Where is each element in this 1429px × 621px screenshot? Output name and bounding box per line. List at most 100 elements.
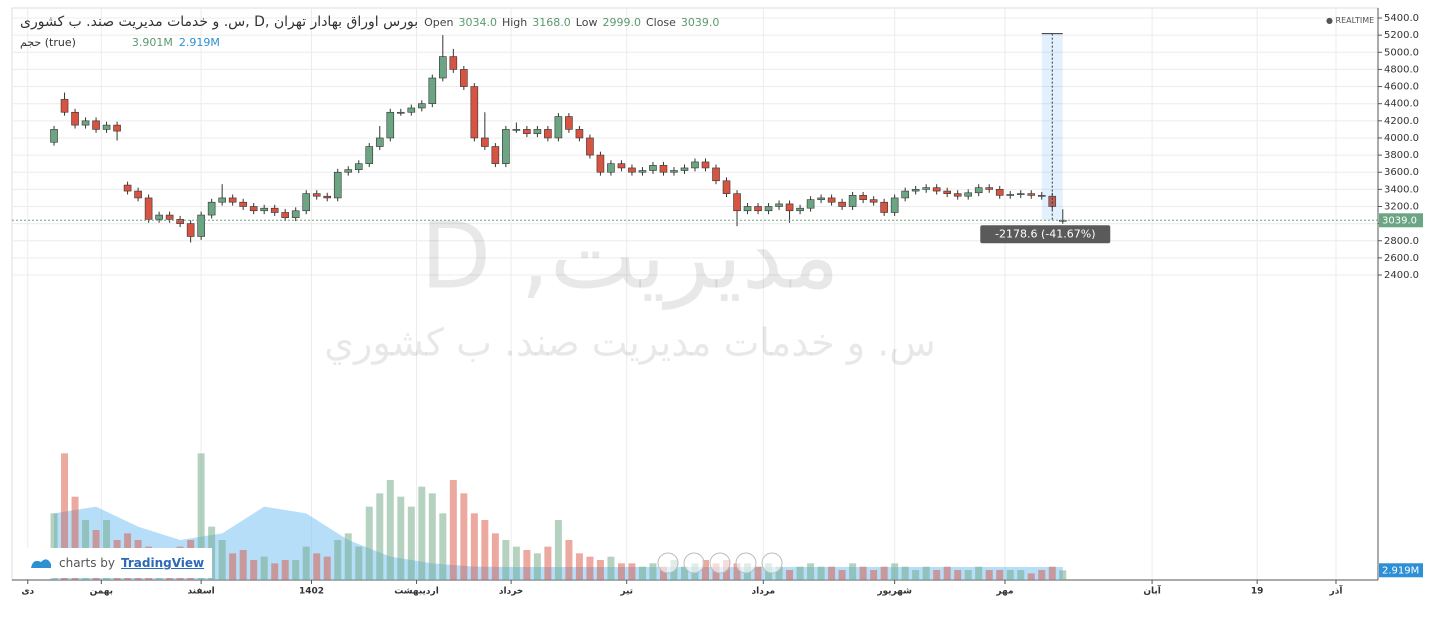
candle-body [670, 170, 678, 173]
volume-bar [817, 566, 825, 580]
candle-body [344, 169, 353, 173]
volume-bar [733, 563, 741, 580]
volume-bar [702, 560, 710, 580]
scroll-button[interactable] [761, 552, 783, 574]
candle-body [712, 167, 720, 182]
candle-body [722, 180, 731, 194]
candle-body [680, 167, 689, 171]
candle-body [932, 187, 941, 192]
x-tick-label: بهمن [90, 587, 113, 597]
y-tick-label: 4400.0 [1384, 99, 1419, 110]
volume-bar [870, 570, 878, 580]
candle-body [953, 193, 962, 197]
volume-bar [565, 540, 573, 580]
brand-prefix: charts by [59, 556, 115, 570]
candle-body [817, 197, 825, 200]
volume-bar [638, 566, 646, 580]
ohlc-key: Close [645, 15, 676, 29]
candle-body [470, 86, 479, 139]
candle-body [995, 189, 1004, 196]
candle-body [333, 171, 342, 199]
candle-body [607, 163, 615, 173]
candle-body [417, 103, 426, 109]
scroll-button[interactable] [657, 552, 679, 574]
volume-bar [1017, 570, 1025, 580]
volume-bar [449, 480, 457, 580]
volume-bar [628, 563, 636, 580]
candle-body [197, 214, 205, 237]
candle-body [922, 187, 930, 190]
candle-body [291, 210, 300, 218]
candle-body [1027, 193, 1036, 196]
volume-bar [838, 570, 846, 580]
scroll-button[interactable] [735, 552, 757, 574]
candle-body [565, 116, 573, 130]
ohlc-legend: Open 3034.0 High 3168.0 Low 2999.0 Close 3039.0 [424, 16, 719, 29]
header: بورس اوراق بهادار تهران ,D ,س. و خدمات م… [20, 14, 719, 30]
volume-bar [250, 560, 258, 580]
candle-body [848, 195, 857, 207]
candle-body [911, 189, 920, 192]
candle-body [176, 219, 184, 224]
candle-body [302, 193, 311, 212]
y-tick-label: 5400.0 [1384, 13, 1419, 24]
volume-bar [807, 563, 815, 580]
candle-body [943, 190, 951, 194]
branding[interactable]: charts by TradingView [15, 548, 212, 578]
candle-body [270, 207, 279, 213]
volume-bar [1038, 570, 1046, 580]
volume-bar [218, 540, 226, 580]
volume-bar [754, 566, 762, 580]
volume-bar [397, 496, 405, 580]
volume-bar [828, 566, 836, 580]
last-volume-tag [1379, 563, 1423, 578]
candle-body [407, 107, 416, 113]
candle-body [775, 203, 783, 207]
volume-bar [659, 566, 667, 580]
y-tick-label: 3600.0 [1384, 167, 1419, 178]
candle-body [481, 137, 489, 147]
candle-body [596, 154, 605, 173]
ohlc-key: High [501, 15, 528, 29]
volume-bar [470, 513, 478, 580]
volume-bar [50, 513, 58, 580]
x-tick-label: 1402 [299, 587, 324, 597]
candle-body [701, 161, 710, 169]
candle-body [428, 77, 437, 104]
brand-name[interactable]: TradingView [120, 556, 205, 570]
candle-body [743, 206, 752, 212]
candle-body [964, 192, 973, 197]
volume-bar [71, 496, 79, 580]
volume-bar [386, 480, 394, 580]
measure-box [980, 225, 1111, 244]
volume-bar [355, 546, 363, 580]
candle-body [806, 199, 815, 209]
candle-body [827, 197, 836, 203]
candle-body [1006, 194, 1015, 196]
candle-body [1037, 195, 1046, 197]
scroll-button[interactable] [683, 552, 705, 574]
volume-bar [1006, 570, 1014, 580]
volume-bar [439, 513, 447, 580]
volume-bar [617, 563, 625, 580]
volume-bar [964, 570, 972, 580]
ohlc-value: 3034.0 [458, 15, 497, 29]
volume-bar [901, 566, 909, 580]
last-price-label: 3039.0 [1382, 215, 1417, 226]
ohlc-value: 3168.0 [532, 15, 571, 29]
candle-body [659, 165, 668, 173]
volume-bar [1048, 566, 1056, 580]
y-tick-label: 2800.0 [1384, 236, 1419, 247]
scroll-button[interactable] [709, 552, 731, 574]
volume-bar [281, 560, 289, 580]
volume-bar [985, 570, 993, 580]
volume-bar [197, 453, 205, 580]
volume-bar [943, 566, 951, 580]
candle-body [113, 124, 121, 132]
ohlc-value: 3039.0 [680, 15, 720, 29]
volume-value: 2.919M [178, 36, 220, 49]
candle-body [375, 137, 384, 147]
candle-body [838, 201, 846, 207]
candle-body [396, 111, 405, 114]
